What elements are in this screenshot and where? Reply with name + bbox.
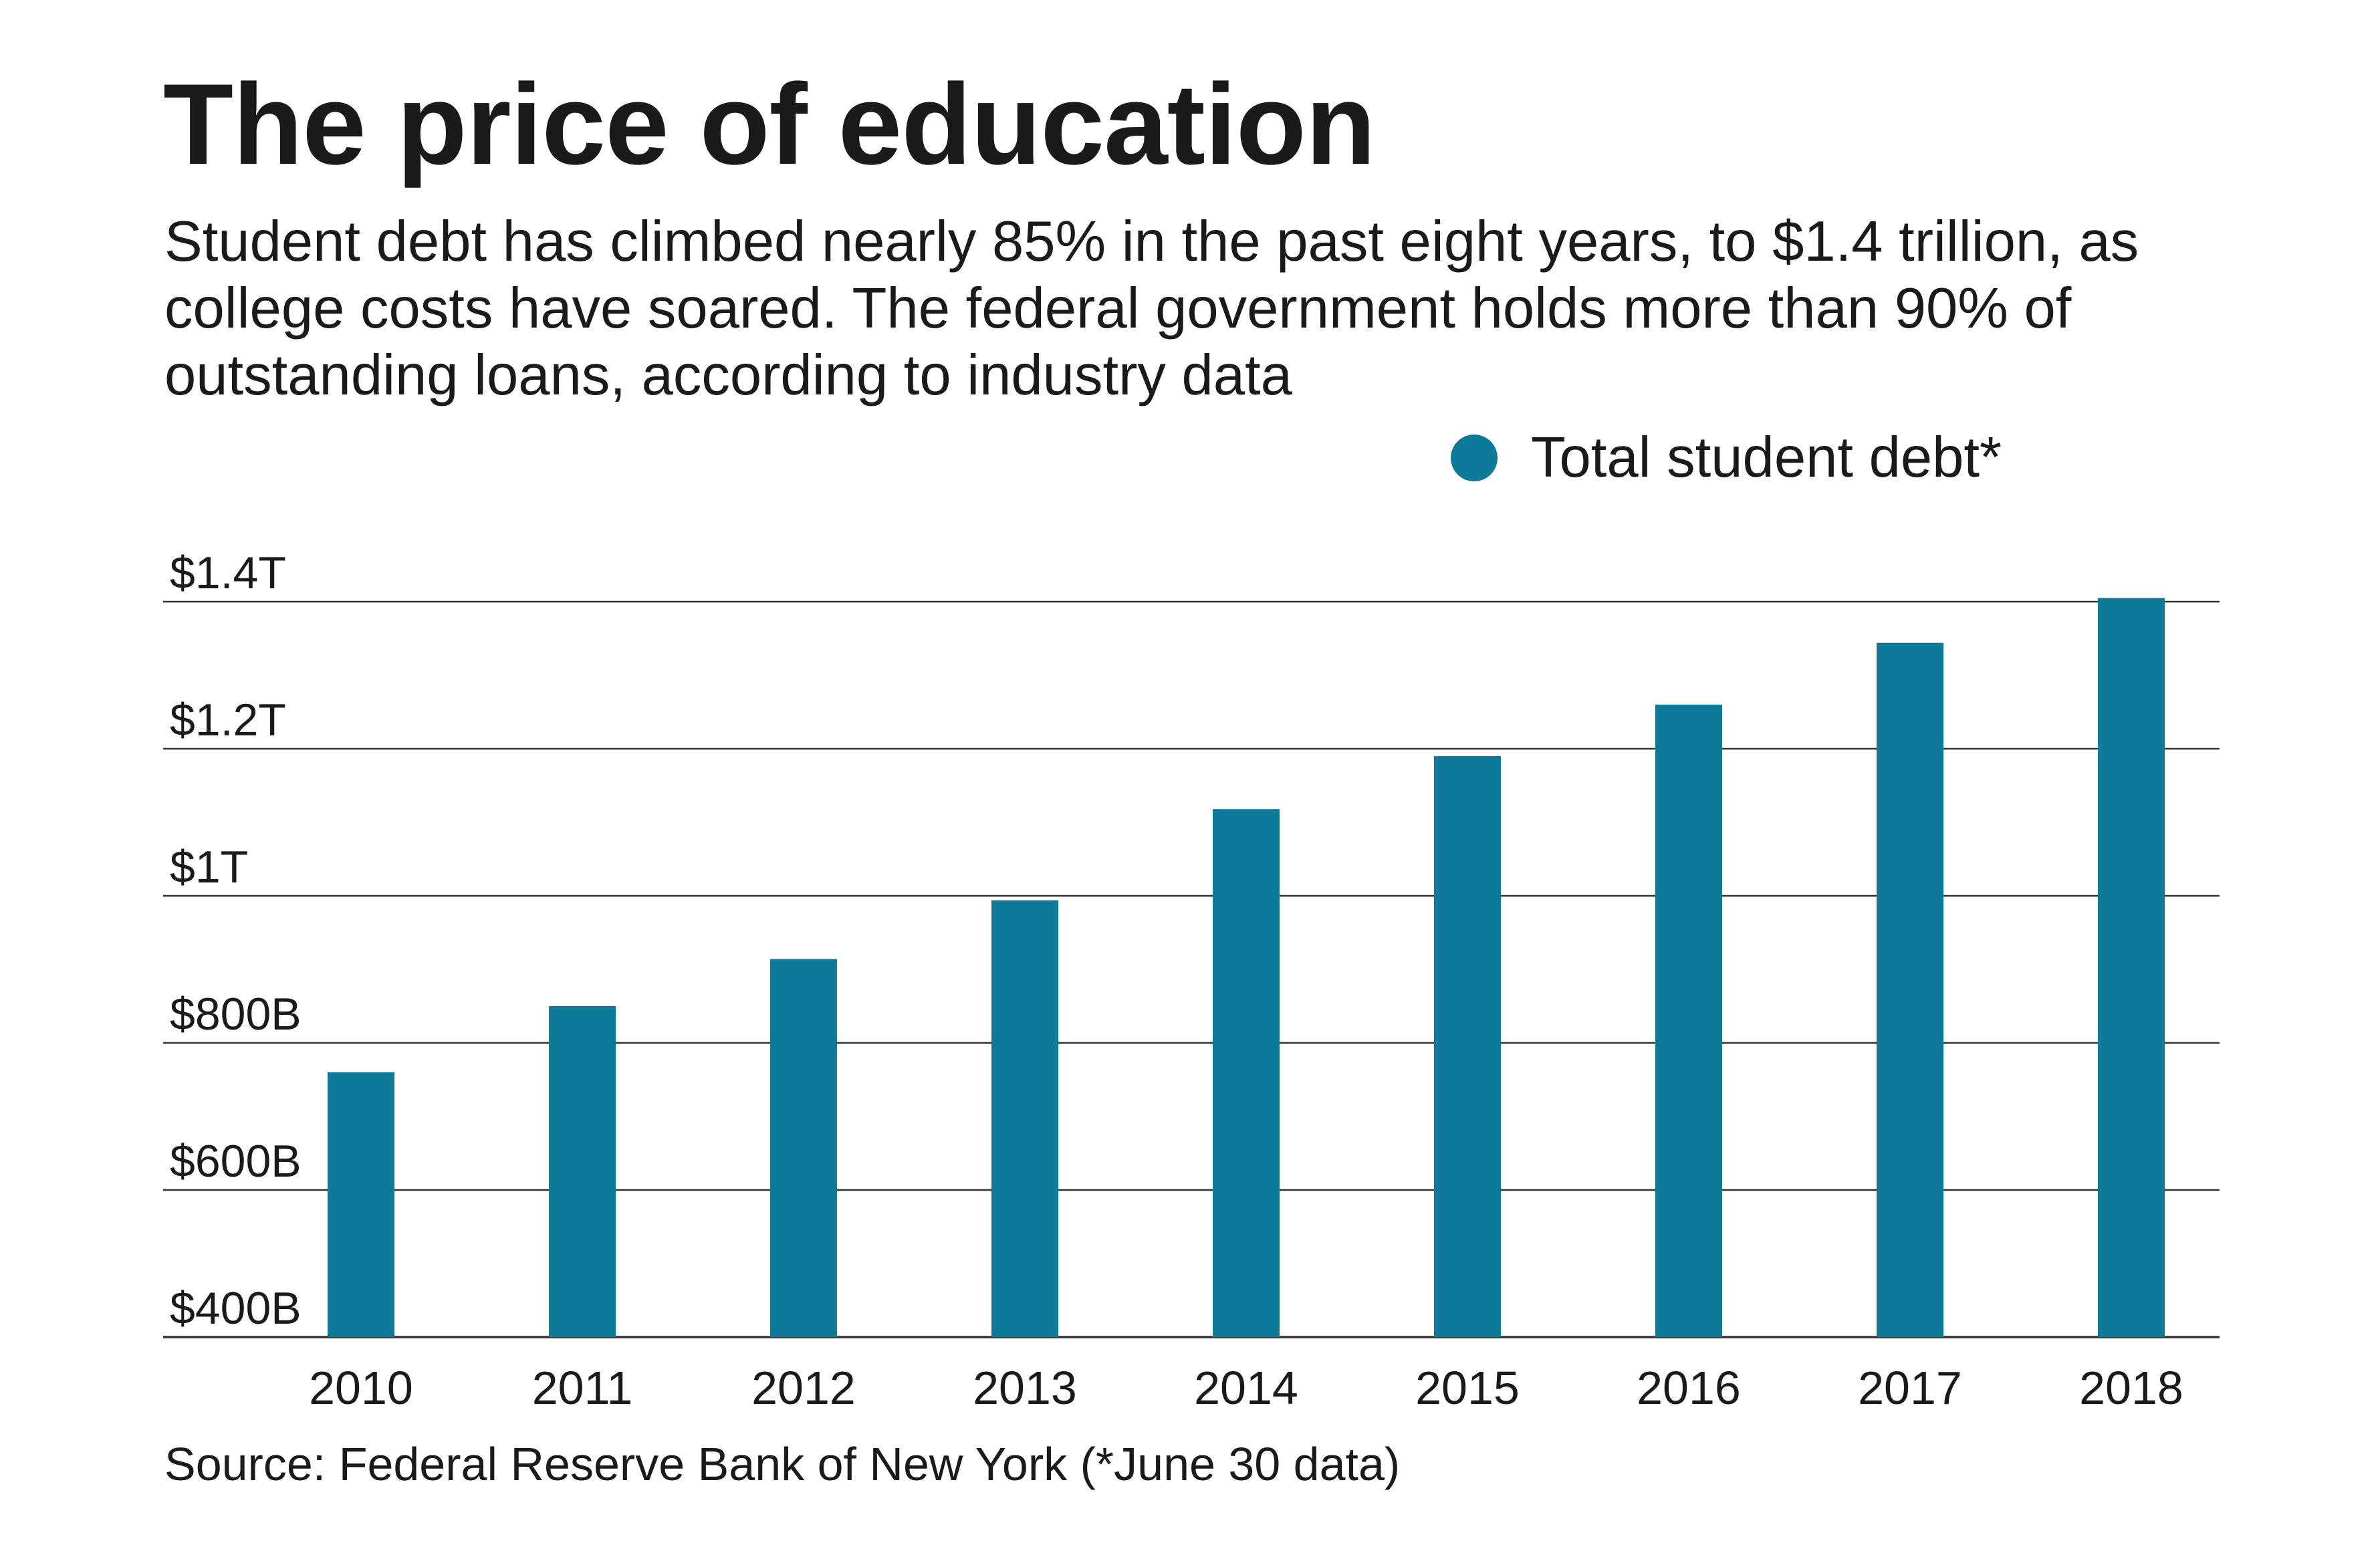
bar <box>1213 809 1280 1337</box>
y-tick-label: $1.4T <box>170 548 286 598</box>
x-tick-label: 2015 <box>1415 1362 1520 1414</box>
y-tick-label: $600B <box>170 1136 302 1187</box>
y-tick-label: $800B <box>170 989 302 1040</box>
y-tick-label: $400B <box>170 1283 302 1334</box>
bar <box>991 900 1058 1337</box>
x-tick-label: 2018 <box>2079 1362 2183 1414</box>
x-tick-label: 2010 <box>309 1362 413 1414</box>
chart-subtitle: Student debt has climbed nearly 85% in t… <box>164 210 2139 407</box>
bar <box>1655 705 1722 1337</box>
bar <box>2098 598 2165 1337</box>
bar <box>770 959 837 1337</box>
source-note: Source: Federal Reserve Bank of New York… <box>164 1438 1401 1490</box>
x-tick-label: 2013 <box>973 1362 1077 1414</box>
bar <box>1877 642 1943 1337</box>
x-tick-label: 2016 <box>1637 1362 1741 1414</box>
x-tick-label: 2014 <box>1194 1362 1298 1414</box>
legend-label: Total student debt* <box>1531 426 2002 489</box>
legend-swatch <box>1451 435 1498 481</box>
x-tick-label: 2017 <box>1858 1362 1962 1414</box>
bar <box>328 1072 394 1337</box>
y-tick-label: $1T <box>170 842 248 892</box>
legend: Total student debt* <box>1451 421 2002 495</box>
x-tick-label: 2011 <box>532 1362 633 1414</box>
bar <box>549 1006 616 1337</box>
y-axis-labels: $400B $600B $800B $1T $1.2T $1.4T <box>170 548 302 1334</box>
bar <box>1434 756 1501 1337</box>
bars <box>328 598 2165 1337</box>
chart-title: The price of education <box>163 60 1376 189</box>
x-axis-labels: 2010 2011 2012 2013 2014 2015 2016 2017 2018 <box>309 1362 2183 1414</box>
y-tick-label: $1.2T <box>170 695 286 745</box>
x-tick-label: 2012 <box>751 1362 856 1414</box>
